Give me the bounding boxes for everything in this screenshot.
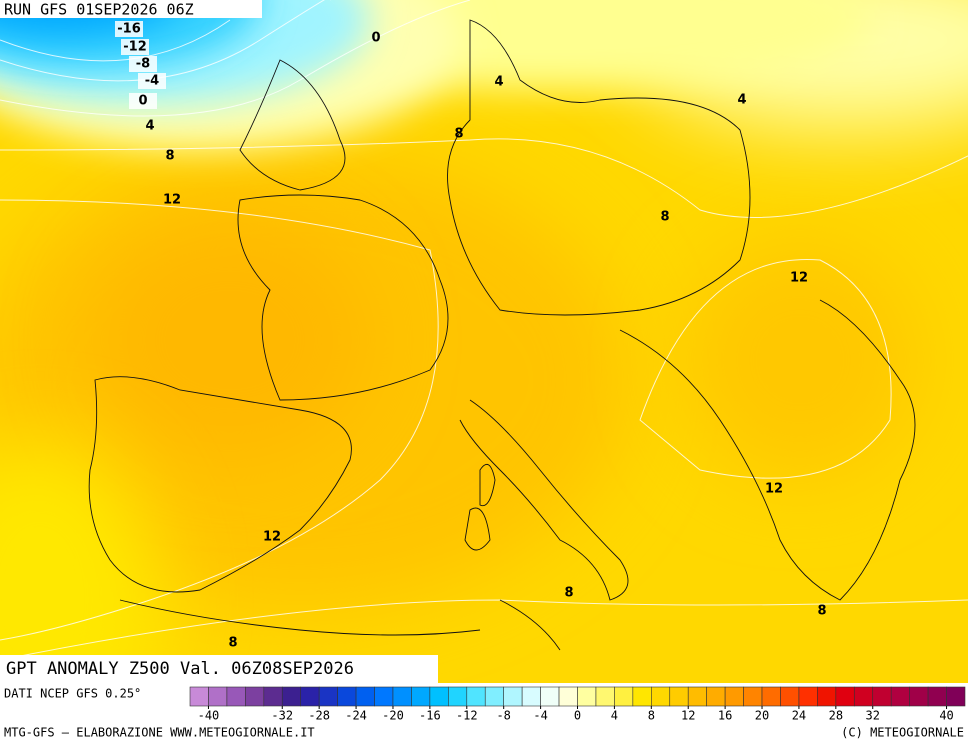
colorbar-tick-label: -24 xyxy=(345,709,367,723)
colorbar-swatch xyxy=(835,686,855,707)
colorbar-tick-label: 28 xyxy=(829,709,843,723)
colorbar-swatch xyxy=(448,686,468,707)
colorbar-swatch xyxy=(189,686,209,707)
data-source: DATI NCEP GFS 0.25° xyxy=(4,687,141,701)
contour-label-bg xyxy=(115,21,143,37)
colorbar-swatch xyxy=(300,686,320,707)
colorbar-swatch xyxy=(743,686,763,707)
colorbar-swatch xyxy=(890,686,910,707)
colorbar-swatch xyxy=(853,686,874,707)
colorbar-swatch xyxy=(780,686,800,707)
colorbar-swatch xyxy=(706,686,726,707)
colorbar-swatch xyxy=(245,686,265,707)
map-title: GPT ANOMALY Z500 Val. 06Z08SEP2026 xyxy=(6,659,354,679)
colorbar-tick-label: 40 xyxy=(939,709,953,723)
colorbar-swatch xyxy=(429,686,449,707)
colorbar-swatch xyxy=(927,686,947,707)
colorbar-tick-label: -4 xyxy=(533,709,547,723)
colorbar-swatch xyxy=(226,686,246,707)
contour-label: 8 xyxy=(660,210,669,225)
colorbar-swatch xyxy=(558,686,578,707)
contour-label: 12 xyxy=(765,482,783,497)
contour-label-bg xyxy=(121,39,149,55)
colorbar-tick-label: 16 xyxy=(718,709,732,723)
contour-label: 0 xyxy=(371,31,380,46)
contour-label: -16 xyxy=(117,22,141,37)
colorbar-tick-label: 12 xyxy=(681,709,695,723)
colorbar-swatch xyxy=(909,686,929,707)
colorbar-swatch xyxy=(411,686,431,707)
colorbar-tick-label: 4 xyxy=(611,709,618,723)
contour-label: 0 xyxy=(138,94,147,109)
contour-label-bg xyxy=(129,93,157,109)
colorbar: -40 -32 -28 -24 -20 -16 -12 -8 -4 0 4 8 12 16 20 24 28 32… xyxy=(189,686,966,723)
colorbar-swatch xyxy=(521,686,541,707)
colorbar-swatch xyxy=(466,686,486,707)
footer-right: (C) METEOGIORNALE xyxy=(841,726,964,740)
header-box xyxy=(0,0,262,18)
contour-label: -12 xyxy=(123,40,147,55)
colorbar-swatch xyxy=(337,686,357,707)
colorbar-tick-label: 24 xyxy=(792,709,806,723)
colorbar-swatch xyxy=(761,686,781,707)
contour-label: 8 xyxy=(454,127,463,142)
contour-label: 4 xyxy=(494,75,503,90)
colorbar-swatch xyxy=(540,686,560,707)
colorbar-swatch xyxy=(687,686,707,707)
colorbar-tick-label: -12 xyxy=(456,709,478,723)
contour-label-bg xyxy=(129,56,157,72)
contour-label: 8 xyxy=(564,586,573,601)
colorbar-tick-label: -40 xyxy=(198,709,220,723)
colorbar-swatch xyxy=(651,686,671,707)
contour-label: -4 xyxy=(145,74,159,89)
colorbar-swatch xyxy=(208,686,228,707)
title-box xyxy=(0,655,438,683)
contour-label: 4 xyxy=(145,119,154,134)
contour-label: 4 xyxy=(737,93,746,108)
colorbar-swatch xyxy=(374,686,394,707)
contour-label: 12 xyxy=(790,271,808,286)
colorbar-swatch xyxy=(632,686,652,707)
contour-label: 8 xyxy=(817,604,826,619)
colorbar-swatch xyxy=(355,686,375,707)
colorbar-swatch xyxy=(724,686,744,707)
contour-label-bg xyxy=(138,73,166,89)
colorbar-swatch xyxy=(263,686,283,707)
colorbar-swatch xyxy=(281,686,302,707)
footer-left: MTG-GFS — ELABORAZIONE WWW.METEOGIORNALE… xyxy=(4,726,315,740)
colorbar-tick-label: -8 xyxy=(496,709,510,723)
colorbar-swatch xyxy=(503,686,523,707)
colorbar-tick-label: 20 xyxy=(755,709,769,723)
colorbar-tick-label: -20 xyxy=(382,709,404,723)
colorbar-swatch xyxy=(872,686,892,707)
colorbar-swatch xyxy=(614,686,634,707)
run-label: RUN GFS 01SEP2026 06Z xyxy=(4,1,194,19)
colorbar-swatch xyxy=(946,686,966,707)
contour-label: -8 xyxy=(136,57,150,72)
colorbar-swatch xyxy=(817,686,837,707)
colorbar-tick-label: -28 xyxy=(308,709,330,723)
contour-label: 8 xyxy=(165,149,174,164)
colorbar-swatch xyxy=(318,686,338,707)
colorbar-tick-label: 32 xyxy=(866,709,880,723)
colorbar-tick-label: 0 xyxy=(574,709,581,723)
contour-label: 12 xyxy=(263,530,281,545)
colorbar-tick-label: -32 xyxy=(271,709,293,723)
colorbar-tick-label: 8 xyxy=(648,709,655,723)
colorbar-swatch xyxy=(392,686,412,707)
contour-label: 12 xyxy=(163,193,181,208)
colorbar-swatch xyxy=(798,686,818,707)
colorbar-swatch xyxy=(577,686,597,707)
colorbar-swatch xyxy=(484,686,504,707)
contour-label: 8 xyxy=(228,636,237,651)
colorbar-swatch xyxy=(595,686,615,707)
colorbar-swatch xyxy=(669,686,689,707)
colorbar-tick-label: -16 xyxy=(419,709,441,723)
